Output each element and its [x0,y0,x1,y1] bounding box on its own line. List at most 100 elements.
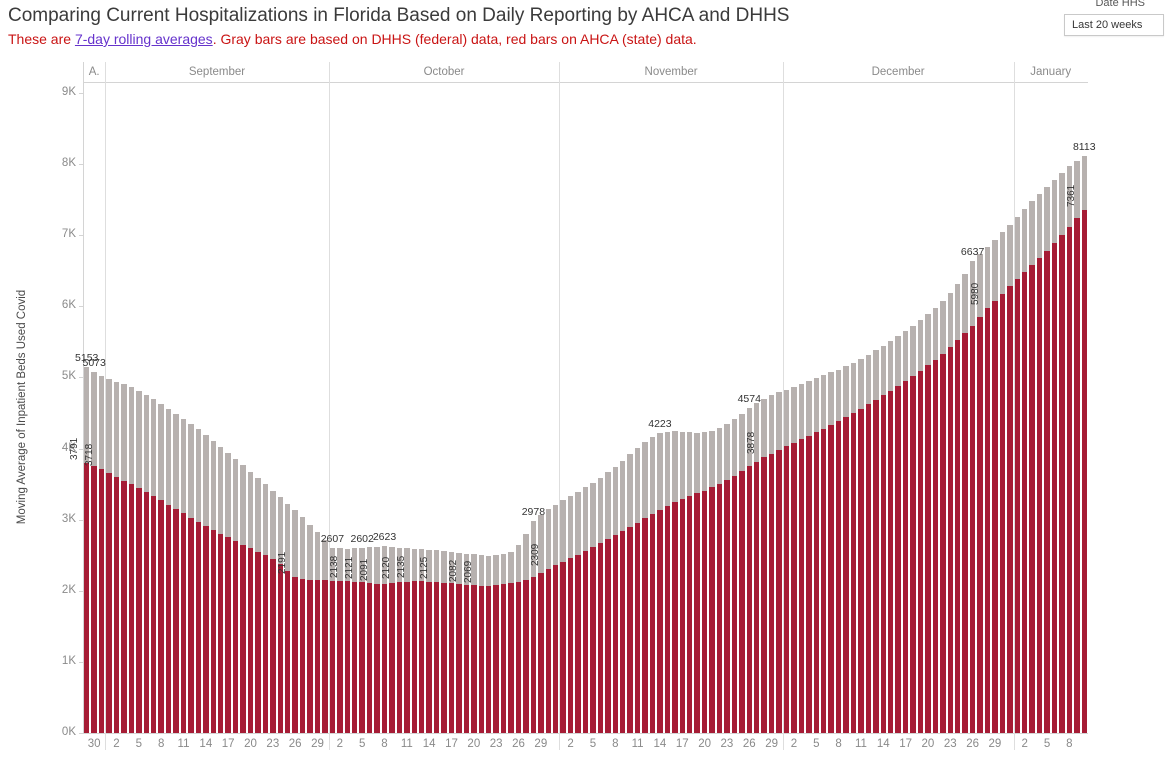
ahca-bar[interactable] [947,347,953,733]
ahca-bar[interactable] [195,521,202,733]
ahca-bar[interactable] [299,578,306,733]
ahca-bar[interactable] [158,500,164,733]
ahca-bar[interactable] [262,555,269,733]
ahca-bar[interactable] [530,577,537,733]
ahca-bar[interactable] [173,509,179,733]
ahca-bar[interactable] [366,583,373,733]
ahca-bar[interactable] [270,558,276,733]
ahca-bar[interactable] [292,577,298,733]
ahca-bar[interactable] [657,509,663,733]
ahca-bar[interactable] [471,585,477,733]
ahca-bar[interactable] [895,386,901,733]
ahca-bar[interactable] [560,561,566,733]
ahca-bar[interactable] [739,470,745,733]
ahca-bar[interactable] [843,417,849,733]
ahca-bar[interactable] [821,428,827,733]
ahca-bar[interactable] [151,496,157,733]
ahca-bar[interactable] [575,554,581,733]
ahca-bar[interactable] [218,533,224,733]
ahca-bar[interactable] [121,480,127,733]
ahca-bar[interactable] [642,518,648,733]
ahca-bar[interactable] [627,526,633,733]
ahca-bar[interactable] [508,583,514,733]
ahca-bar[interactable] [1022,272,1028,733]
ahca-bar[interactable] [709,487,715,733]
ahca-bar[interactable] [225,537,231,733]
ahca-bar[interactable] [314,580,321,733]
ahca-bar[interactable] [1007,286,1013,733]
ahca-bar[interactable] [620,531,626,733]
date-filter-dropdown[interactable]: Last 20 weeks [1064,14,1164,36]
ahca-bar[interactable] [203,526,209,733]
ahca-bar[interactable] [701,490,708,733]
ahca-bar[interactable] [1029,265,1035,733]
ahca-bar[interactable] [322,580,328,733]
ahca-bar[interactable] [240,544,246,733]
ahca-bar[interactable] [374,584,380,733]
ahca-bar[interactable] [143,492,149,733]
ahca-bar[interactable] [977,317,983,733]
ahca-bar[interactable] [649,514,656,733]
ahca-bar[interactable] [567,558,574,733]
ahca-bar[interactable] [486,585,492,733]
ahca-bar[interactable] [687,496,693,733]
ahca-bar[interactable] [716,483,723,733]
ahca-bar[interactable] [835,421,842,733]
ahca-bar[interactable] [1074,218,1080,733]
ahca-bar[interactable] [612,535,618,733]
ahca-bar[interactable] [232,541,239,733]
ahca-bar[interactable] [329,580,336,733]
ahca-bar[interactable] [180,513,187,733]
ahca-bar[interactable] [456,584,462,733]
ahca-bar[interactable] [679,499,685,733]
ahca-bar[interactable] [441,582,447,733]
ahca-bar[interactable] [478,585,484,733]
ahca-bar[interactable] [917,370,924,733]
ahca-bar[interactable] [1036,258,1043,733]
ahca-bar[interactable] [165,504,172,733]
ahca-bar[interactable] [277,563,283,733]
ahca-bar[interactable] [768,453,775,733]
ahca-bar[interactable] [1066,226,1073,733]
ahca-bar[interactable] [940,353,946,733]
ahca-bar[interactable] [962,333,968,733]
ahca-bar[interactable] [850,413,857,733]
ahca-bar[interactable] [925,365,931,733]
ahca-bar[interactable] [493,585,499,733]
ahca-bar[interactable] [411,581,417,733]
ahca-bar[interactable] [285,570,291,733]
ahca-bar[interactable] [776,450,782,733]
ahca-bar[interactable] [128,484,135,733]
ahca-bar[interactable] [888,390,894,733]
ahca-bar[interactable] [106,472,112,733]
rolling-averages-link[interactable]: 7-day rolling averages [74,31,213,47]
ahca-bar[interactable] [590,547,596,733]
ahca-bar[interactable] [538,573,544,733]
ahca-bar[interactable] [984,307,991,733]
ahca-bar[interactable] [515,581,522,733]
ahca-bar[interactable] [694,493,700,733]
ahca-bar[interactable] [247,548,254,733]
ahca-bar[interactable] [523,580,529,733]
ahca-bar[interactable] [500,584,507,733]
ahca-bar[interactable] [389,582,395,733]
ahca-bar[interactable] [858,408,864,733]
ahca-bar[interactable] [761,457,767,733]
ahca-bar[interactable] [664,505,671,733]
ahca-bar[interactable] [902,381,909,733]
ahca-bar[interactable] [98,468,105,733]
ahca-bar[interactable] [865,404,872,733]
ahca-bar[interactable] [359,582,365,733]
ahca-bar[interactable] [992,300,998,733]
ahca-bar[interactable] [344,580,350,733]
ahca-bar[interactable] [731,475,738,733]
ahca-bar[interactable] [136,488,142,733]
ahca-bar[interactable] [880,395,886,733]
ahca-bar[interactable] [545,568,551,733]
ahca-bar[interactable] [582,550,589,733]
ahca-bar[interactable] [404,581,410,733]
ahca-bar[interactable] [337,580,343,733]
ahca-bar[interactable] [396,582,403,733]
ahca-bar[interactable] [84,463,90,733]
ahca-bar[interactable] [955,340,961,733]
